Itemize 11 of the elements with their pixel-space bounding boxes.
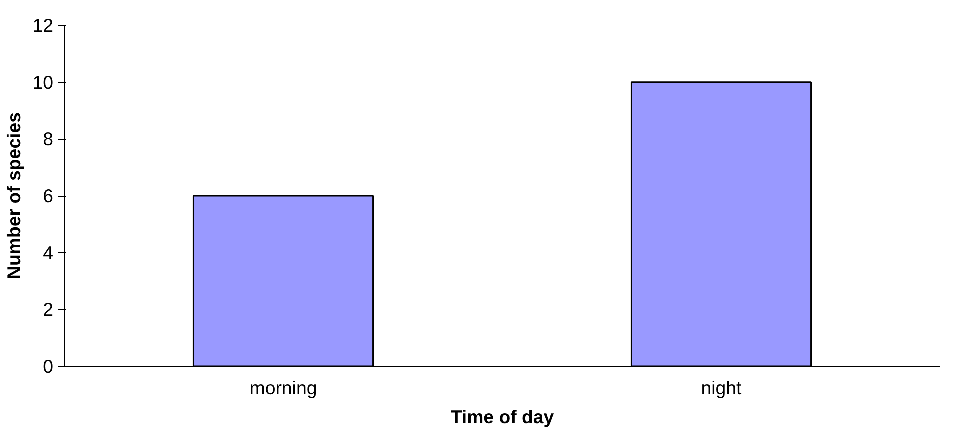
y-tick-label: 2 (43, 299, 54, 320)
x-tick-label: night (701, 378, 743, 398)
x-tick-label: morning (250, 378, 318, 398)
y-tick-label: 0 (43, 356, 54, 377)
y-axis-title: Number of species (4, 112, 25, 280)
y-tick-label: 6 (43, 186, 54, 206)
y-tick-label: 10 (32, 72, 54, 93)
y-tick-label: 8 (43, 128, 54, 150)
y-tick-label: 4 (43, 242, 54, 264)
x-axis-title: Time of day (450, 406, 555, 428)
y-tick-label: 12 (32, 15, 54, 36)
